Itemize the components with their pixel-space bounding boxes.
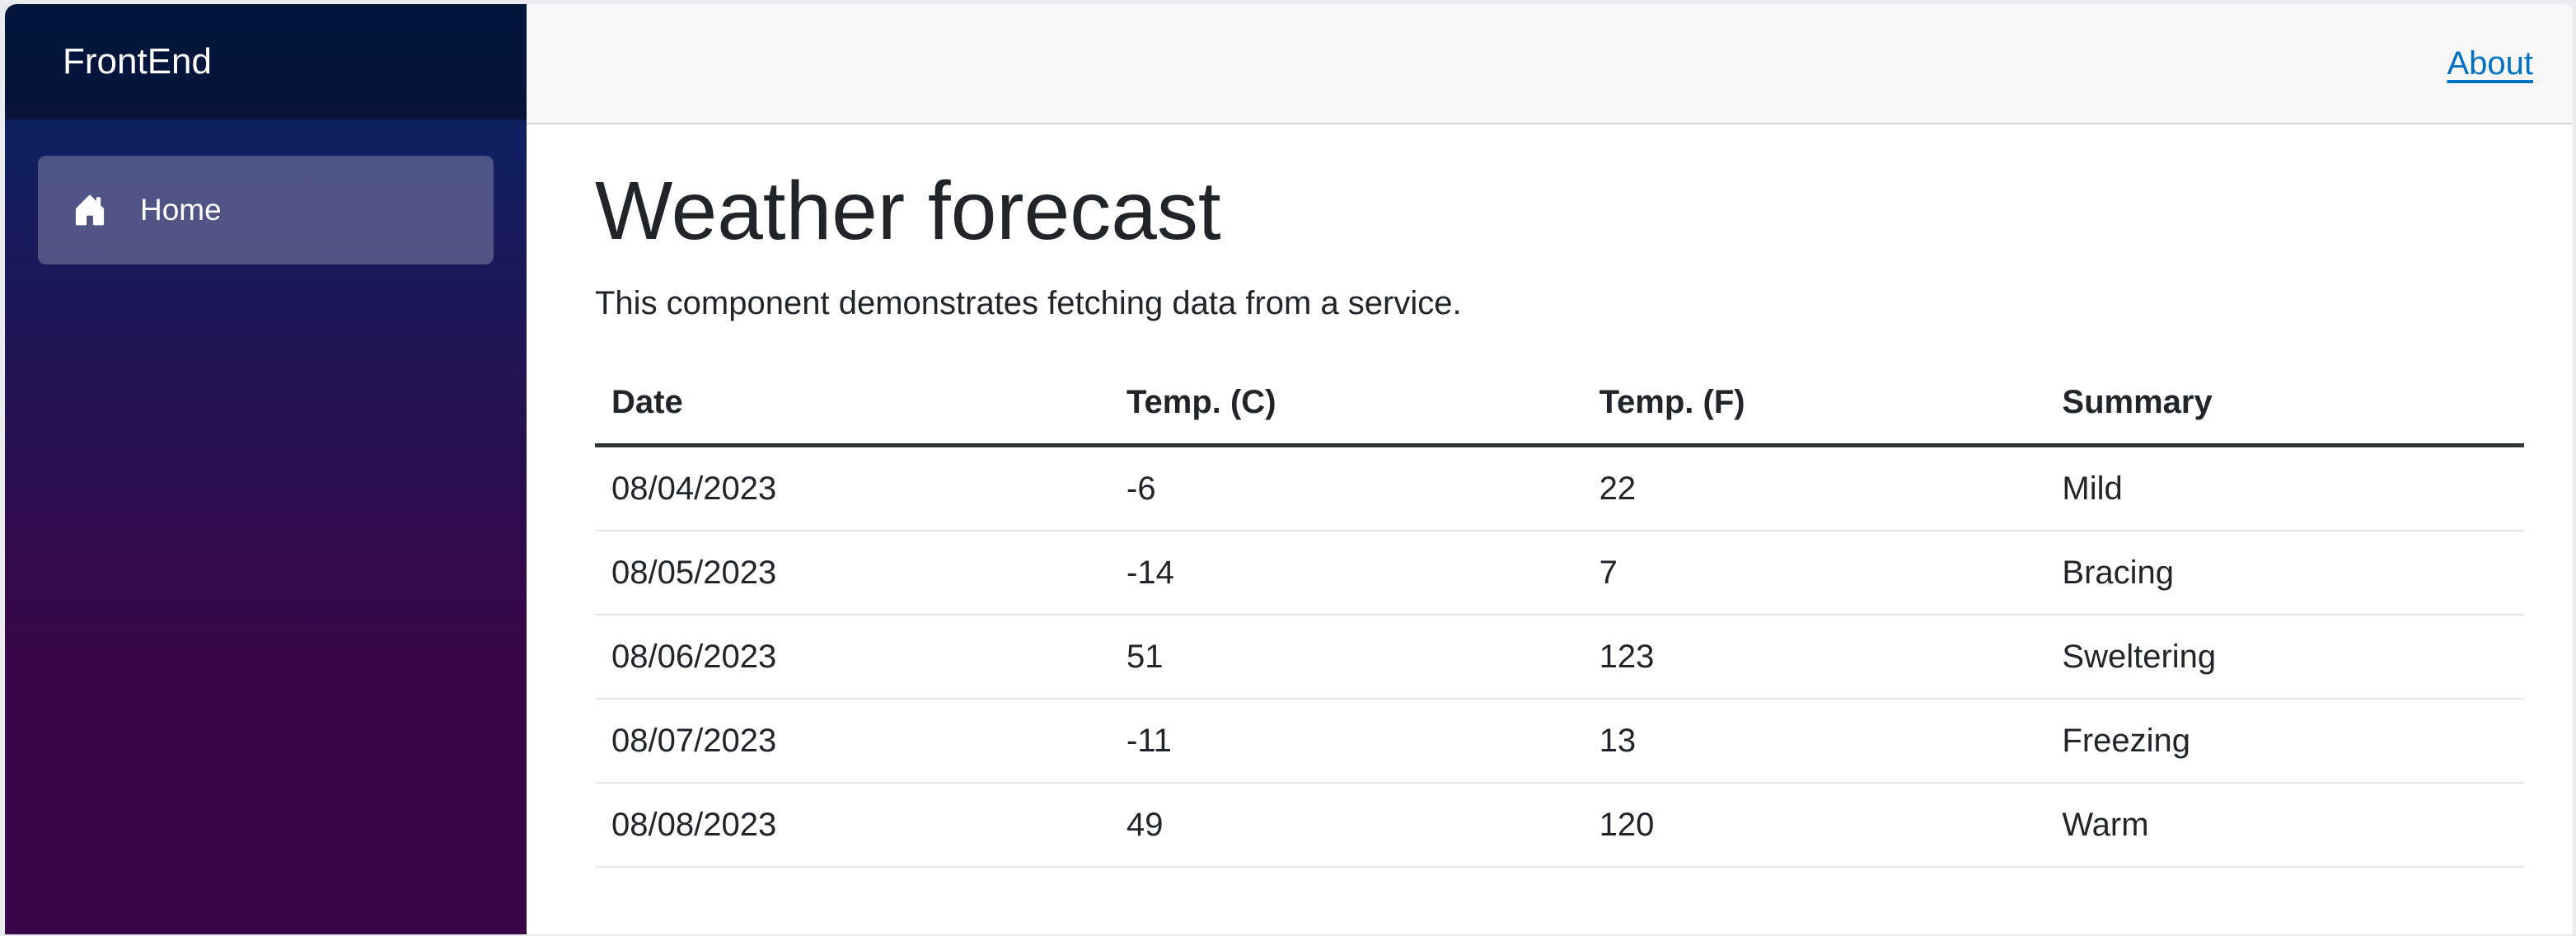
column-header: Temp. (F)	[1582, 361, 2046, 447]
table-cell: 08/05/2023	[595, 531, 1111, 615]
page-title: Weather forecast	[595, 165, 1221, 257]
table-row: 08/08/2023 49 120 Warm	[595, 783, 2524, 868]
column-header: Summary	[2045, 361, 2524, 447]
table-cell: 51	[1110, 615, 1583, 700]
table-cell: Sweltering	[2045, 615, 2524, 700]
forecast-table: Date Temp. (C) Temp. (F) Summary 08/04/2023…	[595, 361, 2524, 868]
table-row: 08/06/2023 51 123 Sweltering	[595, 615, 2524, 700]
page-description: This component demonstrates fetching dat…	[595, 285, 1462, 321]
column-header: Temp. (C)	[1110, 361, 1583, 447]
table-header-row: Date Temp. (C) Temp. (F) Summary	[595, 361, 2524, 447]
table-cell: 13	[1582, 699, 2046, 784]
sidebar-item-home[interactable]: Home	[38, 156, 494, 264]
column-header: Date	[595, 361, 1111, 447]
table-cell: Freezing	[2045, 699, 2524, 784]
table-row: 08/05/2023 -14 7 Bracing	[595, 531, 2524, 615]
house-icon	[73, 193, 107, 227]
sidebar-brand-row: FrontEnd	[5, 4, 527, 119]
table-cell: 123	[1582, 615, 2046, 700]
table-body: 08/04/2023 -6 22 Mild 08/05/2023 -14 7 Bracing 0…	[595, 445, 2524, 868]
main-area: About Weather forecast This component de…	[527, 4, 2573, 934]
table-cell: 120	[1582, 783, 2046, 868]
table-cell: 08/04/2023	[595, 445, 1111, 531]
table-cell: Warm	[2045, 783, 2524, 868]
app-page: FrontEnd Home About Weather forecast	[5, 4, 2573, 934]
content: Weather forecast This component demonstr…	[527, 124, 2573, 868]
table-cell: Bracing	[2045, 531, 2524, 615]
sidebar-nav: Home	[5, 119, 527, 264]
top-bar: About	[527, 4, 2573, 124]
table-cell: -14	[1110, 531, 1583, 615]
table-cell: 08/08/2023	[595, 783, 1111, 868]
table-row: 08/07/2023 -11 13 Freezing	[595, 699, 2524, 784]
sidebar-item-label: Home	[140, 193, 222, 227]
table-cell: 22	[1582, 445, 2046, 531]
brand-link[interactable]: FrontEnd	[63, 41, 212, 82]
about-link[interactable]: About	[2447, 44, 2533, 82]
table-cell: -11	[1110, 699, 1583, 784]
table-cell: 49	[1110, 783, 1583, 868]
table-row: 08/04/2023 -6 22 Mild	[595, 445, 2524, 531]
table-cell: -6	[1110, 445, 1583, 531]
table-cell: Mild	[2045, 445, 2524, 531]
table-cell: 08/07/2023	[595, 699, 1111, 784]
table-cell: 08/06/2023	[595, 615, 1111, 700]
table-cell: 7	[1582, 531, 2046, 615]
sidebar: FrontEnd Home	[5, 4, 527, 934]
